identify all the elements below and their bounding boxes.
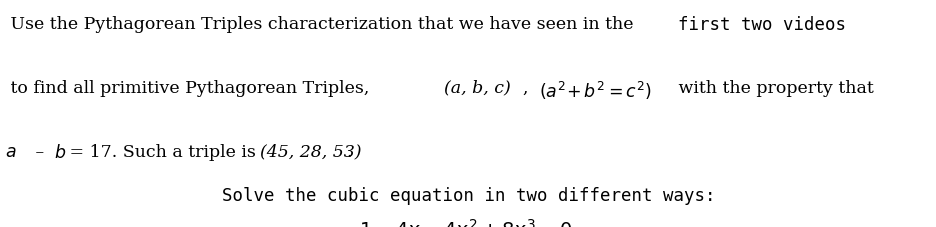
Text: ,: , xyxy=(522,79,534,96)
Text: .: . xyxy=(346,143,352,160)
Text: to find all primitive Pythagorean Triples,: to find all primitive Pythagorean Triple… xyxy=(5,79,374,96)
Text: with the property that: with the property that xyxy=(672,79,872,96)
Text: (a, b, c): (a, b, c) xyxy=(444,79,510,96)
Text: first two videos: first two videos xyxy=(678,16,845,34)
Text: –: – xyxy=(30,143,50,160)
Text: (45, 28, 53): (45, 28, 53) xyxy=(260,143,361,160)
Text: $b$: $b$ xyxy=(54,143,66,161)
Text: $a$: $a$ xyxy=(5,143,16,160)
Text: = 17. Such a triple is: = 17. Such a triple is xyxy=(64,143,261,160)
Text: $1 - 4x - 4x^2 + 8x^3 = 0.$: $1 - 4x - 4x^2 + 8x^3 = 0.$ xyxy=(358,218,578,227)
Text: Solve the cubic equation in two different ways:: Solve the cubic equation in two differen… xyxy=(222,186,714,204)
Text: Use the Pythagorean Triples characterization that we have seen in the: Use the Pythagorean Triples characteriza… xyxy=(5,16,638,33)
Text: $(a^2\!+b^2 = c^2)$: $(a^2\!+b^2 = c^2)$ xyxy=(538,79,651,101)
